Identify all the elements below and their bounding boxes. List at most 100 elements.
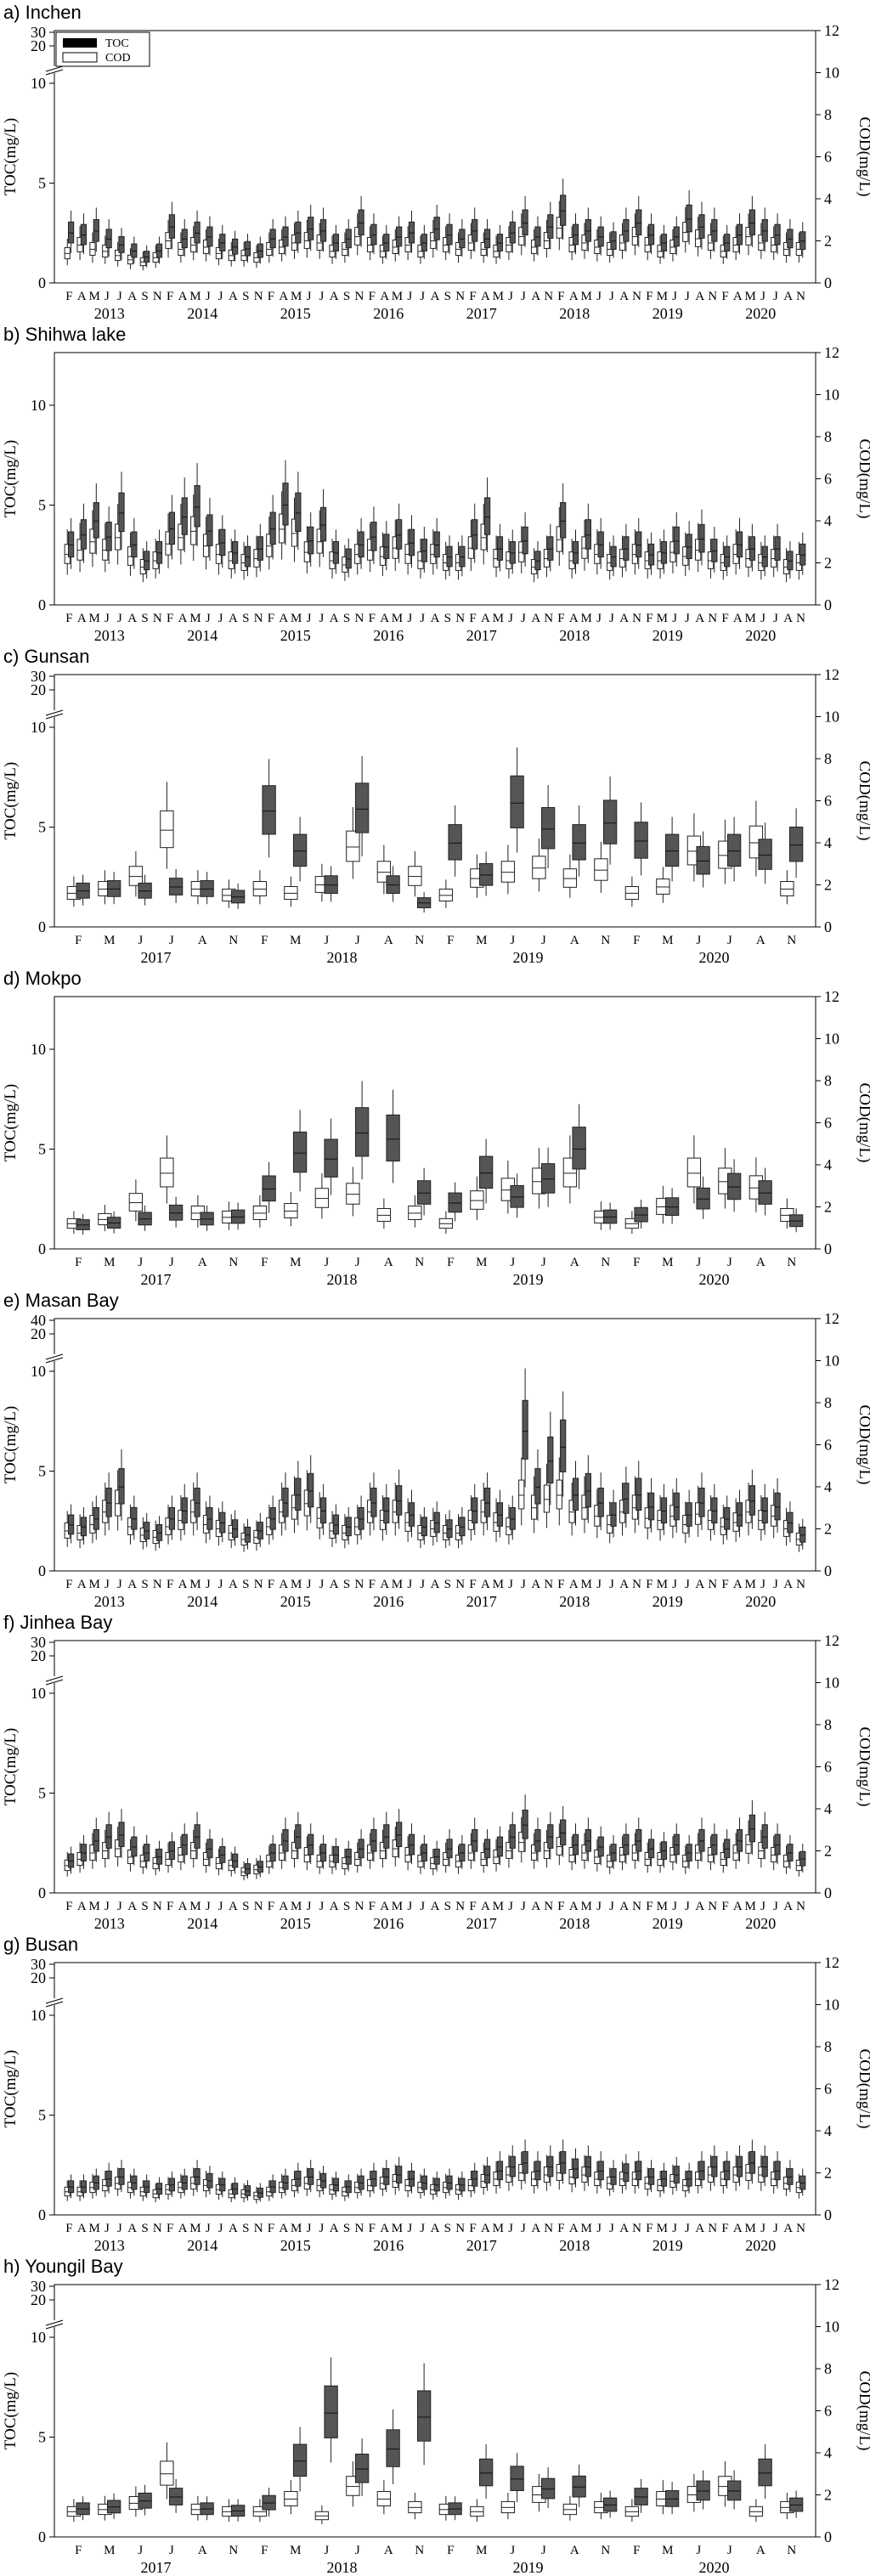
month-label: A — [619, 2222, 629, 2235]
month-label: N — [632, 1900, 641, 1913]
toc-box — [105, 1824, 112, 1849]
month-label: A — [127, 2222, 137, 2235]
year-label: 2018 — [559, 1915, 590, 1932]
left-tick-label: 20 — [31, 681, 46, 698]
right-tick-label: 0 — [824, 1884, 832, 1901]
month-label: S — [444, 2222, 451, 2235]
month-label: J — [319, 290, 324, 303]
toc-box — [736, 531, 743, 558]
month-label: M — [745, 2222, 756, 2235]
y-axis-label-left: TOC(mg/L) — [2, 2372, 20, 2449]
toc-box — [319, 218, 327, 242]
toc-box — [724, 1839, 731, 1859]
left-tick-label: 30 — [31, 1956, 46, 1973]
left-tick-label: 0 — [38, 1884, 46, 1901]
month-label: J — [117, 612, 122, 625]
month-label: J — [521, 290, 526, 303]
month-label: S — [141, 290, 148, 303]
month-label: S — [242, 290, 249, 303]
toc-box — [664, 833, 680, 867]
month-label: N — [632, 612, 641, 625]
right-tick-label: 8 — [824, 1716, 832, 1733]
cod-box — [266, 534, 273, 557]
month-label: J — [760, 612, 765, 625]
month-label: A — [178, 2222, 188, 2235]
year-label: 2017 — [466, 1593, 497, 1610]
cod-box — [190, 516, 197, 545]
month-label: J — [596, 2222, 602, 2235]
axis-break-mark — [45, 1353, 64, 1360]
right-tick-label: 4 — [824, 512, 832, 529]
cod-box — [500, 861, 516, 883]
toc-box — [522, 1810, 528, 1839]
right-tick-label: 0 — [824, 274, 832, 291]
month-label: F — [633, 934, 640, 947]
toc-box — [522, 526, 528, 555]
chart-panel-2: b) Shihwa lake 0 5 10 0 2 4 6 8 10 12 TOC(mg/L) COD(… — [2, 324, 870, 644]
toc-box — [597, 226, 604, 247]
toc-box — [93, 502, 99, 539]
month-label: S — [343, 2222, 350, 2235]
toc-box — [774, 536, 781, 561]
toc-box — [522, 1399, 528, 1460]
right-tick-label: 0 — [824, 2528, 832, 2545]
month-label: F — [75, 2544, 82, 2557]
year-label: 2015 — [280, 627, 311, 644]
left-tick-label: 0 — [38, 1562, 46, 1579]
toc-box — [673, 526, 680, 555]
toc-box — [572, 1833, 579, 1856]
toc-box — [168, 511, 176, 545]
toc-box — [370, 223, 377, 246]
toc-box — [433, 1511, 440, 1534]
month-label: M — [476, 934, 487, 947]
toc-box — [319, 1497, 327, 1524]
toc-box — [295, 221, 302, 244]
month-label: M — [476, 1256, 487, 1269]
year-label: 2013 — [94, 2237, 125, 2254]
toc-box — [416, 2390, 432, 2442]
axis-break-mark — [45, 1679, 64, 1686]
toc-box — [370, 522, 377, 551]
cod-box — [128, 1193, 144, 1212]
toc-box — [478, 862, 494, 886]
toc-box — [232, 540, 239, 564]
y-axis-label-left: TOC(mg/L) — [2, 440, 20, 517]
toc-box — [496, 1502, 504, 1527]
month-label: J — [541, 2544, 546, 2557]
month-label: N — [601, 934, 610, 947]
y-axis-label-right: COD(mg/L) — [856, 1083, 870, 1163]
year-label: 2020 — [699, 949, 730, 966]
left-tick-label: 30 — [31, 1634, 46, 1651]
y-axis-label-right: COD(mg/L) — [856, 2049, 870, 2129]
right-tick-label: 10 — [824, 1997, 839, 2014]
month-label: A — [531, 1900, 540, 1913]
month-label: A — [733, 2222, 743, 2235]
month-label: N — [455, 1900, 465, 1913]
year-label: 2019 — [652, 1593, 683, 1610]
month-label: F — [721, 612, 728, 625]
month-label: A — [570, 1256, 579, 1269]
month-label: A — [569, 2222, 579, 2235]
month-label: M — [88, 1900, 99, 1913]
month-label: J — [307, 2222, 312, 2235]
axis-break-mark — [45, 713, 64, 720]
cod-box — [178, 523, 184, 551]
month-label: N — [153, 1578, 162, 1591]
toc-box — [509, 1506, 516, 1530]
toc-box — [749, 536, 755, 561]
month-label: J — [407, 1900, 412, 1913]
cod-box — [128, 866, 144, 886]
toc-box — [181, 497, 188, 535]
month-label: J — [510, 2544, 515, 2557]
toc-box — [370, 1488, 377, 1517]
month-label: N — [354, 2222, 364, 2235]
toc-box — [206, 1839, 213, 1859]
month-label: N — [796, 1578, 805, 1591]
right-tick-label: 6 — [824, 1759, 832, 1776]
month-label: A — [783, 612, 793, 625]
left-tick-label: 30 — [31, 668, 46, 685]
month-label: J — [521, 2222, 526, 2235]
month-label: J — [609, 1578, 614, 1591]
toc-box — [446, 223, 453, 246]
month-label: F — [721, 290, 728, 303]
